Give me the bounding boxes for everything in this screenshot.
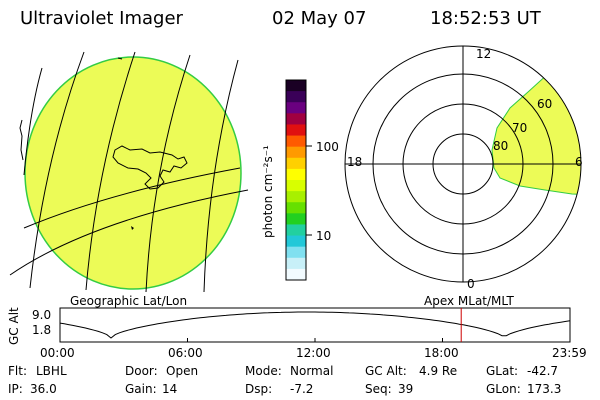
altitude-curve [59,311,571,339]
geographic-grid-title: Geographic Lat/Lon [70,294,188,308]
colorbar-segment [286,102,306,114]
observation-date: 02 May 07 [272,8,367,29]
time-tick-0600: 06:00 [168,346,203,360]
info-seq-label: Seq: [365,382,392,396]
colorbar-segment [286,191,306,203]
info-flt-label: Flt: [8,364,27,378]
colorbar-segment [286,180,306,192]
info-dsp-label: Dsp: [245,382,273,396]
colorbar-segment [286,246,306,259]
info-flt-value: LBHL [36,364,67,378]
lat-label-70: 70 [512,121,528,135]
time-tick-2359: 23:59 [552,346,587,360]
colorbar-segment [286,224,306,237]
geo-grid [9,51,249,293]
colorbar-segment [286,257,306,270]
info-door-label: Door: [125,364,158,378]
colorbar-segment [286,213,306,225]
info-mode-value: Normal [290,364,334,378]
info-mode-label: Mode: [245,364,282,378]
info-glat-label: GLat: [486,364,519,378]
apex-grid-title: Apex MLat/MLT [424,294,514,308]
info-dsp-value: -7.2 [290,382,314,396]
time-tick-1800: 18:00 [424,346,459,360]
colorbar-segment [286,146,306,159]
colorbar-segment [286,80,306,92]
info-gain-label: Gain: [125,382,157,396]
polar-grid [344,45,582,283]
colorbar-tick-100: 100 [316,140,339,154]
info-gain-value: 14 [162,382,178,396]
colorbar-segment [286,235,306,248]
mlt-label-6: 6 [575,155,583,169]
instrument-title: Ultraviolet Imager [20,8,183,29]
observation-time: 18:52:53 UT [430,8,541,29]
colorbar-segment [286,113,306,125]
colorbar-segment [286,91,306,103]
info-glat-value: -42.7 [527,364,559,378]
colorbar-segment [286,135,306,148]
lat-label-80: 80 [493,139,509,153]
info-glon-value: 173.3 [527,382,562,396]
mlt-label-0: 0 [467,277,475,291]
info-glon-label: GLon: [486,382,521,396]
info-ip-value: 36.0 [30,382,57,396]
info-ip-label: IP: [8,382,23,396]
mlt-label-18: 18 [347,155,363,169]
orbit-marker [19,119,24,161]
colorbar-segment [286,268,306,281]
altitude-tick-low: 1.8 [32,323,52,337]
time-tick-0000: 00:00 [40,346,75,360]
altitude-axis-label: GC Alt [7,307,21,345]
colorbar-tick-10: 10 [316,229,332,243]
info-seq-value: 39 [398,382,414,396]
colorbar-segment [286,157,306,170]
coastline [112,145,188,230]
lat-label-60: 60 [537,97,553,111]
altitude-tick-high: 9.0 [32,308,52,322]
time-tick-1200: 12:00 [296,346,331,360]
info-door-value: Open [166,364,199,378]
info-gcalt-value: 4.9 Re [419,364,458,378]
colorbar-segment [286,168,306,181]
colorbar-segment [286,202,306,214]
mlt-label-12: 12 [476,47,492,61]
info-gcalt-label: GC Alt: [365,364,407,378]
colorbar-segment [286,124,306,137]
